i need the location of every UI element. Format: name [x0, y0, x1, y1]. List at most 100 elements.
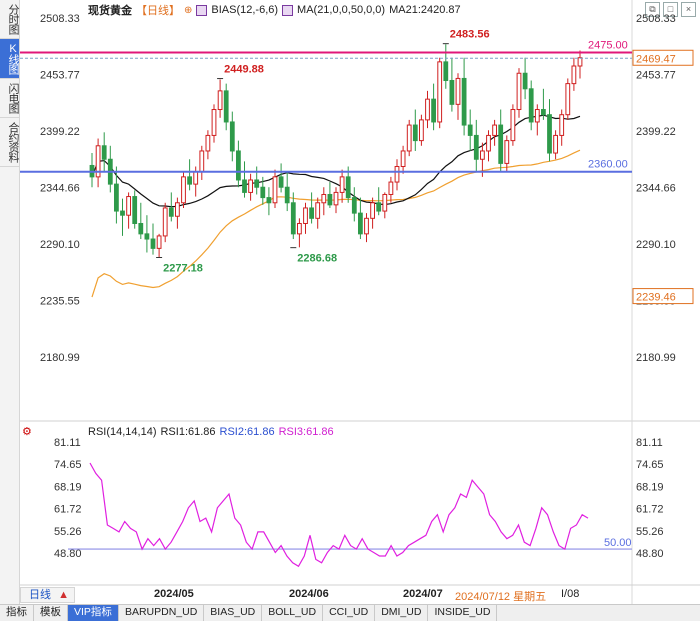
candle-body-9 — [144, 233, 150, 240]
candle-body-1 — [95, 145, 101, 178]
period-label[interactable]: 【日线】 — [136, 5, 180, 17]
bias-indicator[interactable]: BIAS(12,-6,6) — [211, 4, 279, 16]
rsi-tick-left-3: 61.72 — [54, 504, 82, 516]
x-label-suffix: I/08 — [561, 588, 580, 600]
period-selector[interactable]: 日线 ▲ — [20, 587, 75, 603]
ma-color-icon — [282, 4, 294, 16]
chart-area[interactable]: 现货黄金 【日线】 ⊕ BIAS(12,-6,6) MA(21,0,0,50,0… — [20, 0, 700, 604]
candle-body-19 — [205, 134, 211, 152]
candle-body-24 — [236, 150, 241, 181]
candle-body-13 — [168, 207, 174, 217]
annotation-2: 2277.18 — [163, 263, 203, 275]
candle-body-20 — [211, 109, 217, 136]
rsi-header: RSI(14,14,14) RSI1:61.86 RSI2:61.86 RSI3… — [88, 426, 334, 438]
candle-body-66 — [492, 124, 497, 136]
candle-body-6 — [126, 196, 131, 216]
candle-body-2 — [101, 145, 107, 160]
rsi-tick-left-2: 68.19 — [54, 481, 82, 493]
close-icon[interactable]: × — [681, 2, 696, 17]
candle-body-79 — [571, 65, 577, 85]
ma21-value: MA21:2420.87 — [389, 4, 461, 16]
candle-body-75 — [547, 114, 552, 154]
candle-body-28 — [260, 186, 266, 199]
chart-header: 现货黄金 【日线】 ⊕ BIAS(12,-6,6) MA(21,0,0,50,0… — [88, 2, 461, 18]
candle-body-38 — [321, 193, 327, 204]
candle-body-73 — [534, 109, 540, 123]
ma-indicator[interactable]: MA(21,0,0,50,0,0) — [297, 4, 386, 16]
right-label-box-1 — [632, 288, 694, 305]
candle-body-40 — [333, 191, 339, 206]
candle-body-14 — [175, 202, 180, 217]
candle-body-57 — [437, 61, 443, 123]
candle-body-74 — [541, 109, 546, 116]
right-label-0: 2469.47 — [636, 53, 676, 65]
candle-body-22 — [223, 90, 229, 123]
price-line-label-0: 2475.00 — [588, 40, 628, 52]
candle-body-7 — [132, 196, 138, 224]
candle-body-45 — [364, 217, 369, 235]
annotation-1: 2483.56 — [450, 29, 490, 41]
price-tick-right-6: 2180.99 — [636, 352, 676, 364]
candle-body-44 — [358, 212, 363, 235]
bottom-tab-6[interactable]: CCI_UD — [323, 605, 376, 621]
rsi1-value: RSI1:61.86 — [160, 426, 216, 438]
candle-body-64 — [480, 150, 485, 160]
candle-body-32 — [284, 186, 290, 204]
bottom-tab-3[interactable]: BARUPDN_UD — [119, 605, 205, 621]
price-tick-right-3: 2344.66 — [636, 183, 676, 195]
candle-body-67 — [498, 124, 504, 164]
rsi-settings-icon[interactable]: ⚙ — [22, 426, 32, 438]
bottom-tab-7[interactable]: DMI_UD — [375, 605, 429, 621]
price-chart[interactable]: 2508.33 2508.33 2453.77 2453.77 2399.22 2399.… — [20, 0, 700, 604]
candle-body-51 — [400, 150, 406, 168]
candle-body-69 — [510, 109, 516, 142]
candle-body-63 — [473, 134, 479, 160]
candle-body-52 — [406, 124, 412, 152]
candle-body-46 — [370, 202, 375, 219]
rsi3-value: RSI3:61.86 — [278, 426, 334, 438]
candle-body-10 — [150, 238, 156, 249]
candle-body-11 — [156, 235, 162, 249]
bottom-tab-2[interactable]: VIP指标 — [68, 605, 119, 621]
candle-body-70 — [516, 72, 522, 111]
price-tick-left-0: 2508.33 — [40, 13, 80, 25]
candle-body-30 — [272, 176, 278, 204]
rsi-tick-left-5: 48.80 — [54, 548, 82, 560]
restore-icon[interactable]: ⧉ — [645, 2, 660, 17]
candle-body-31 — [278, 176, 284, 188]
candle-body-61 — [461, 77, 467, 126]
candle-body-55 — [425, 98, 430, 121]
candle-body-4 — [114, 183, 119, 212]
bottom-tab-8[interactable]: INSIDE_UD — [428, 605, 498, 621]
sidebar-tab-2[interactable]: 闪电图 — [0, 79, 19, 118]
rsi-title[interactable]: RSI(14,14,14) — [88, 426, 157, 438]
instrument-title: 现货黄金 — [88, 5, 132, 17]
x-label-jul: 2024/07 — [403, 588, 443, 600]
candle-body-68 — [504, 140, 510, 164]
candle-body-49 — [388, 181, 394, 195]
candle-body-56 — [431, 98, 436, 123]
candle-body-50 — [394, 166, 400, 183]
candle-body-41 — [339, 176, 345, 193]
bottom-tab-4[interactable]: BIAS_UD — [204, 605, 263, 621]
right-label-box-0 — [632, 49, 694, 66]
bottom-tab-0[interactable]: 指标 — [0, 605, 34, 621]
candle-body-53 — [412, 124, 418, 142]
sidebar-tab-0[interactable]: 分时图 — [0, 0, 19, 39]
x-label-may: 2024/05 — [154, 588, 194, 600]
sidebar-tab-1[interactable]: K线图 — [0, 39, 19, 79]
price-tick-left-5: 2235.55 — [40, 296, 80, 308]
candle-body-12 — [162, 207, 168, 237]
candle-body-37 — [315, 202, 321, 219]
rsi-tick-right-5: 48.80 — [636, 548, 664, 560]
sidebar-tab-3[interactable]: 合约资料 — [0, 118, 19, 167]
candle-body-58 — [443, 61, 449, 82]
candle-body-35 — [303, 207, 308, 224]
bottom-tab-5[interactable]: BOLL_UD — [262, 605, 324, 621]
price-tick-left-6: 2180.99 — [40, 352, 80, 364]
candle-body-8 — [138, 222, 144, 235]
window-controls: ⧉ □ × — [645, 2, 696, 17]
maximize-icon[interactable]: □ — [663, 2, 678, 17]
settings-circle-icon[interactable]: ⊕ — [184, 4, 193, 16]
bottom-tab-1[interactable]: 模板 — [34, 605, 68, 621]
